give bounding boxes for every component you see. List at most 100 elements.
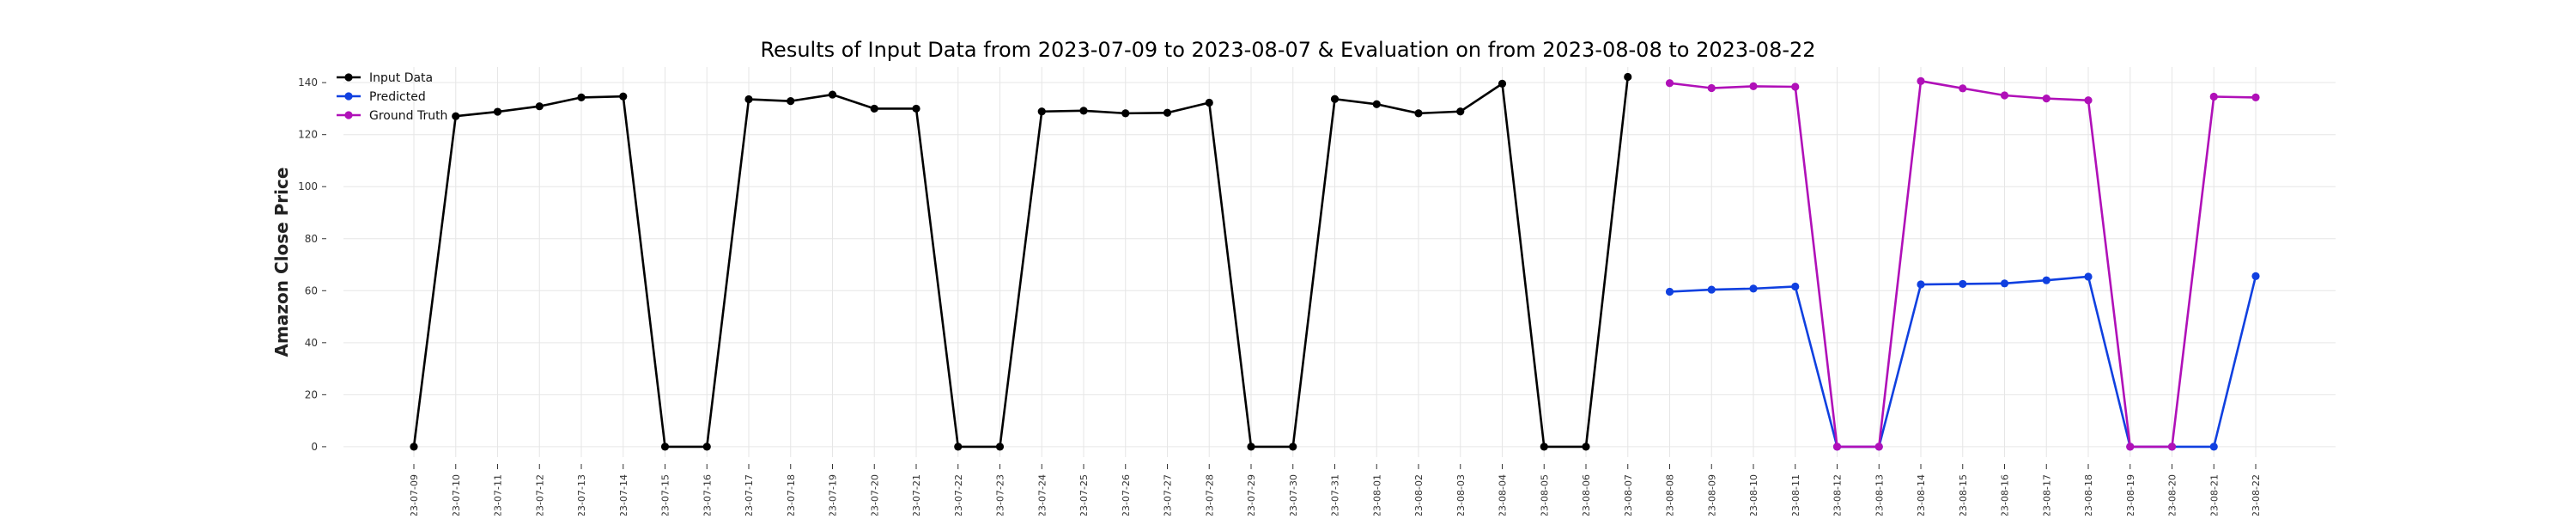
data-point [535,102,544,111]
x-axis-ticks: 2023-07-09 2023-07-10 2023-07-11 2023-07-12… [409,464,2262,519]
data-point [1582,443,1590,451]
data-point [1540,443,1548,451]
x-tick-label: 2023-08-18 [2083,474,2094,516]
legend-label: Ground Truth [369,109,447,123]
x-tick-label: 2023-07-25 [1078,474,1090,516]
x-tick-label: 2023-08-16 [2000,474,2011,516]
data-point [995,443,1005,451]
data-point [2084,96,2093,105]
x-tick-label: 2023-07-24 [1036,474,1048,516]
data-point [1079,107,1088,115]
data-point [1205,98,1213,107]
x-tick-label: 2023-07-23 [995,474,1006,516]
data-point [1791,82,1800,91]
x-tick-label: 2023-08-14 [1916,474,1927,516]
series-2 [1665,76,2260,451]
data-point [2126,443,2135,451]
data-point [2251,272,2260,280]
x-tick-label: 2023-07-20 [869,474,880,516]
data-point [1498,79,1507,88]
data-point [1832,443,1842,451]
data-point [1121,109,1130,118]
x-tick-label: 2023-07-26 [1121,474,1132,516]
data-point [1707,285,1716,294]
data-point [2000,91,2009,100]
x-tick-label: 2023-08-21 [2208,474,2220,516]
legend-marker [344,92,353,101]
data-point [2042,95,2050,103]
series-lines [410,72,2260,451]
data-point [1749,284,1758,293]
y-tick-label: 80 [305,233,318,245]
x-tick-label: 2023-07-09 [409,474,420,516]
x-tick-label: 2023-08-12 [1832,474,1844,516]
x-tick-label: 2023-07-22 [953,474,964,516]
y-tick-label: 120 [298,129,318,141]
x-tick-label: 2023-08-05 [1539,474,1550,516]
data-point [1372,100,1381,108]
data-point [619,92,628,101]
x-tick-label: 2023-08-06 [1581,474,1592,516]
x-tick-label: 2023-08-03 [1455,474,1467,516]
series-0 [410,72,1632,451]
x-tick-label: 2023-08-20 [2167,474,2178,516]
data-point [912,104,920,113]
x-tick-label: 2023-07-29 [1246,474,1257,516]
data-point [787,97,795,106]
data-point [1917,76,1925,85]
legend: Input Data Predicted Ground Truth [337,71,447,123]
y-tick-label: 140 [298,76,318,89]
data-point [1707,83,1716,93]
data-point [577,93,586,102]
data-point [1414,109,1423,118]
data-point [702,443,711,451]
x-tick-label: 2023-08-02 [1413,474,1425,516]
data-point [2251,93,2260,102]
legend-item: Input Data [337,71,433,85]
x-tick-label: 2023-07-16 [702,474,713,516]
y-tick-label: 40 [305,337,318,349]
y-tick-label: 0 [311,441,318,453]
data-point [2209,443,2218,451]
x-tick-label: 2023-08-11 [1790,474,1801,516]
data-point [2000,279,2009,288]
x-tick-label: 2023-08-09 [1706,474,1717,516]
legend-item: Ground Truth [337,109,447,123]
x-tick-label: 2023-08-15 [1958,474,1969,516]
data-point [1330,95,1340,103]
data-point [1874,443,1883,451]
x-tick-label: 2023-07-19 [828,474,839,516]
x-tick-label: 2023-07-27 [1163,474,1174,516]
x-tick-label: 2023-08-10 [1748,474,1759,516]
x-tick-label: 2023-08-17 [2041,474,2052,516]
y-tick-label: 100 [298,180,318,192]
x-tick-label: 2023-08-07 [1623,474,1634,516]
data-point [1163,108,1172,117]
x-tick-label: 2023-07-31 [1330,474,1341,516]
legend-item: Predicted [337,90,426,104]
x-tick-label: 2023-07-13 [576,474,587,516]
data-point [870,104,878,113]
data-point [1665,287,1674,296]
y-tick-label: 60 [305,284,318,296]
data-point [1959,279,1967,289]
data-point [2167,443,2177,451]
x-tick-label: 2023-08-22 [2251,474,2262,516]
data-point [1456,107,1465,116]
data-point [493,107,502,116]
series-line [412,76,1630,449]
x-tick-label: 2023-07-30 [1288,474,1299,516]
data-point [410,443,418,451]
x-tick-label: 2023-07-14 [618,474,629,516]
x-tick-label: 2023-07-11 [493,474,504,516]
x-tick-label: 2023-08-04 [1498,474,1509,516]
data-point [1665,79,1674,88]
data-point [828,90,837,99]
data-point [1917,280,1925,289]
grid [343,67,2336,457]
y-axis-label: Amazon Close Price [271,168,292,357]
x-tick-label: 2023-08-01 [1371,474,1382,516]
x-tick-label: 2023-08-19 [2125,474,2136,516]
x-tick-label: 2023-07-28 [1204,474,1215,516]
